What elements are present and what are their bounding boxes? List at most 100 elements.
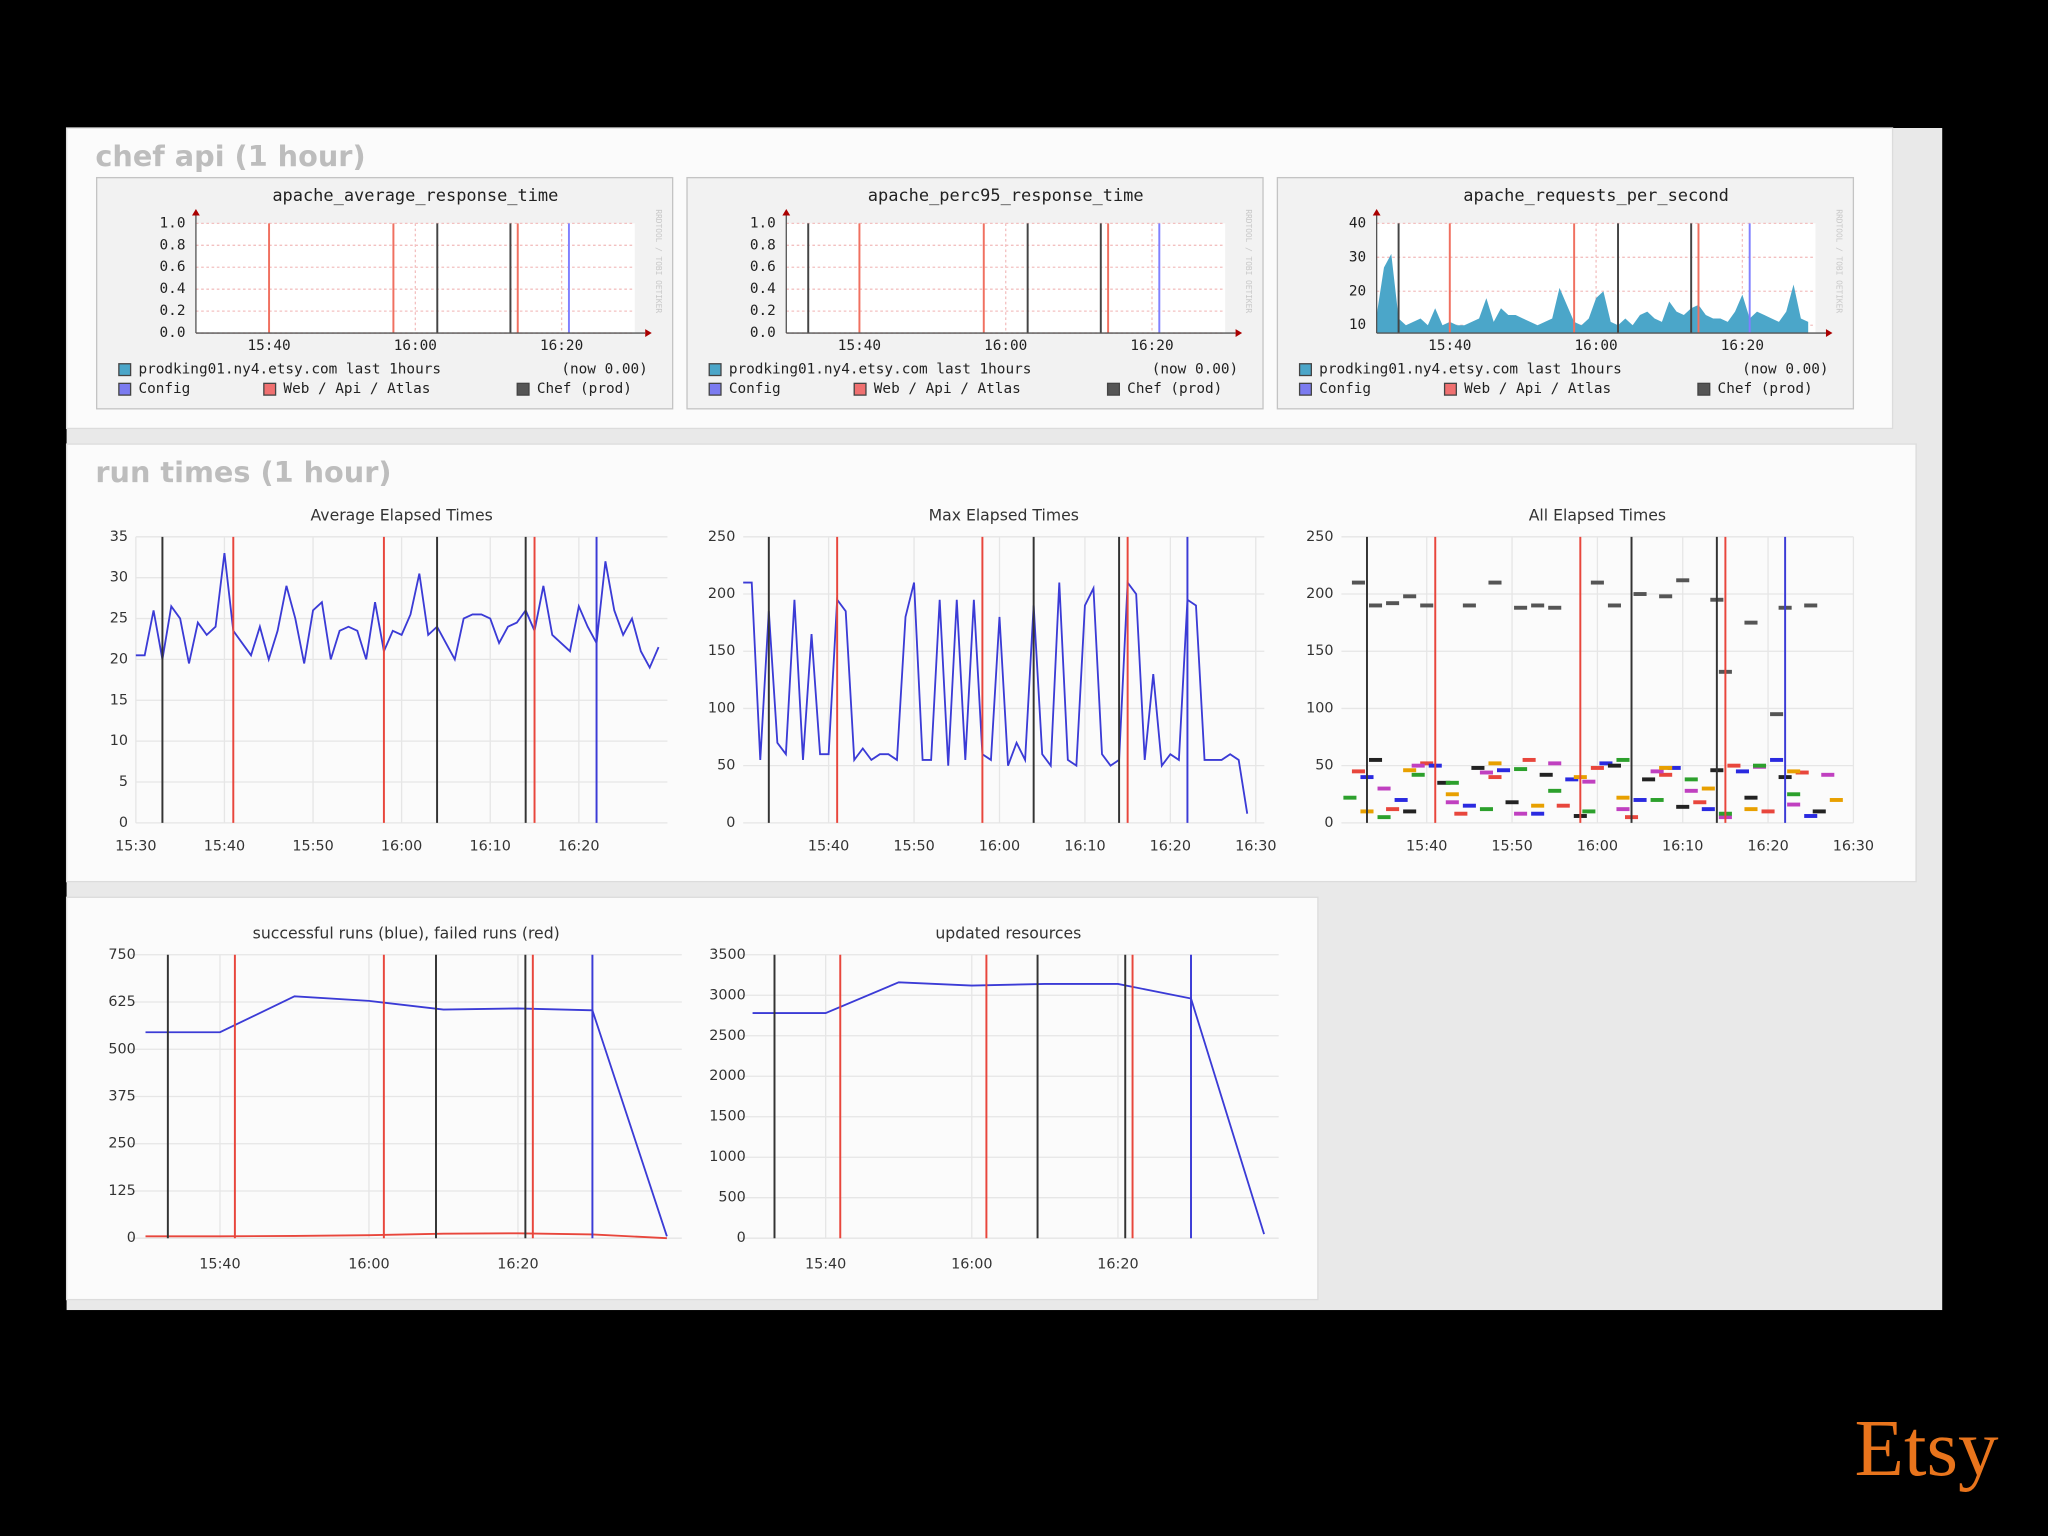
y-tick-label: 0 [726,815,735,831]
legend-swatch [118,363,132,377]
chart-title: apache_perc95_response_time [868,186,1144,206]
y-tick-label: 500 [718,1190,745,1206]
y-tick-label: 100 [708,700,735,716]
legend-label: Config [729,381,781,397]
y-tick-label: 625 [108,994,135,1010]
line [135,553,660,670]
legend-now: (now 0.00) [561,362,647,378]
section-title: run times (1 hour) [95,455,391,489]
legend-label: prodking01.ny4.etsy.com last 1hours [138,362,441,378]
chart-title: All Elapsed Times [1529,505,1666,524]
x-tick-label: 16:10 [1662,838,1703,854]
x-tick-label: 16:20 [1097,1256,1138,1272]
x-tick-label: 15:40 [805,1256,846,1272]
y-tick-label: 200 [708,586,735,602]
y-tick-label: 375 [108,1088,135,1104]
y-tick-label: 1500 [709,1109,746,1125]
x-tick-label: 15:30 [115,838,156,854]
y-tick-label: 2000 [709,1068,746,1084]
legend-swatch [1298,363,1312,377]
x-tick-label: 16:00 [951,1256,992,1272]
y-tick-label: 40 [1349,215,1366,231]
legend-label: Config [138,381,190,397]
y-tick-label: 150 [708,643,735,659]
y-tick-label: 25 [110,611,128,627]
y-tick-label: 0 [1324,815,1333,831]
y-tick-label: 0.8 [160,237,186,253]
legend-swatch [516,382,530,396]
y-tick-label: 0 [119,815,128,831]
legend-label: Web / Api / Atlas [874,381,1021,397]
y-tick-label: 35 [110,529,128,545]
y-tick-label: 0.6 [750,259,776,275]
y-tick-label: 1000 [709,1149,746,1165]
legend-label: Chef (prod) [537,381,632,397]
legend-swatch [853,382,867,396]
x-tick-label: 15:50 [893,838,934,854]
legend-now: (now 0.00) [1152,362,1238,378]
x-tick-label: 16:00 [394,338,437,354]
x-tick-label: 15:40 [204,838,245,854]
y-tick-label: 250 [1306,529,1333,545]
y-tick-label: 1.0 [160,215,186,231]
legend-label: Web / Api / Atlas [283,381,430,397]
legend-swatch [708,382,722,396]
legend-label: Chef (prod) [1718,381,1813,397]
y-tick-label: 0.8 [750,237,776,253]
legend-label: prodking01.ny4.etsy.com last 1hours [1319,362,1622,378]
line [752,981,1265,1235]
y-tick-label: 500 [108,1041,135,1057]
y-tick-label: 50 [717,758,735,774]
legend-swatch [263,382,277,396]
chart-title: apache_requests_per_second [1463,186,1729,206]
watermark: RRDTOOL / TOBI OETIKER [1835,209,1844,313]
y-tick-label: 750 [108,947,135,963]
panel [65,896,1319,1301]
y-tick-label: 250 [708,529,735,545]
x-tick-label: 15:40 [1428,338,1471,354]
x-tick-label: 16:20 [1721,338,1764,354]
y-tick-label: 0.2 [160,303,186,319]
legend-now: (now 0.00) [1742,362,1828,378]
x-tick-label: 16:10 [1064,838,1105,854]
legend-label: Config [1319,381,1371,397]
axis [1376,215,1826,334]
x-tick-label: 16:00 [1574,338,1617,354]
chart-title: apache_average_response_time [272,186,558,206]
y-tick-label: 125 [108,1183,135,1199]
legend-swatch [1106,382,1120,396]
legend-swatch [1443,382,1457,396]
chart-title: Average Elapsed Times [311,505,493,524]
x-tick-label: 16:20 [558,838,599,854]
y-tick-label: 1.0 [750,215,776,231]
x-tick-label: 15:40 [808,838,849,854]
chart-title: Max Elapsed Times [929,505,1079,524]
line [145,1232,667,1240]
y-tick-label: 50 [1315,758,1333,774]
y-tick-label: 3500 [709,947,746,963]
x-tick-label: 15:40 [199,1256,240,1272]
y-tick-label: 0.4 [160,281,186,297]
y-tick-label: 0.0 [160,325,186,341]
x-tick-label: 16:20 [1150,838,1191,854]
axis [785,215,1236,334]
panel [65,443,1917,883]
chart-title: updated resources [935,923,1081,942]
legend-label: prodking01.ny4.etsy.com last 1hours [729,362,1032,378]
x-tick-label: 15:40 [838,338,881,354]
x-tick-label: 16:30 [1235,838,1276,854]
y-tick-label: 5 [119,774,128,790]
x-tick-label: 16:20 [540,338,583,354]
x-tick-label: 16:00 [979,838,1020,854]
x-tick-label: 15:50 [292,838,333,854]
y-tick-label: 30 [1349,249,1366,265]
line [743,579,1249,814]
y-tick-label: 10 [1349,317,1366,333]
y-tick-label: 0.4 [750,281,776,297]
section-title: chef api (1 hour) [95,139,365,173]
y-tick-label: 10 [110,733,128,749]
x-tick-label: 16:00 [381,838,422,854]
x-tick-label: 16:00 [348,1256,389,1272]
x-tick-label: 15:50 [1491,838,1532,854]
